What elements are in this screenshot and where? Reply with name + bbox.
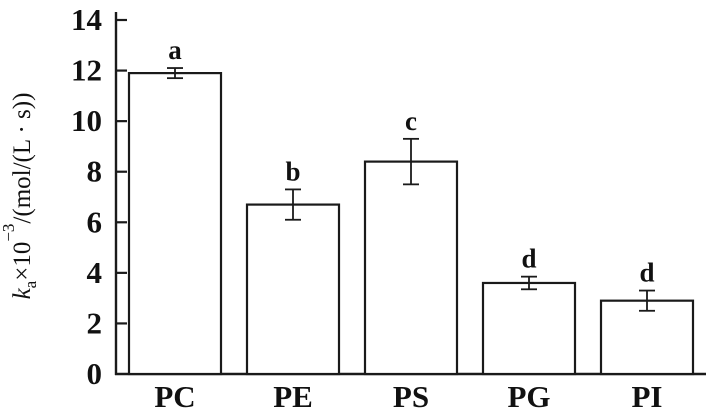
y-axis-tick-label: 4 <box>87 255 103 290</box>
y-axis-tick-label: 10 <box>71 103 102 138</box>
x-axis-category-label: PE <box>273 379 313 414</box>
bar-pg <box>481 281 577 376</box>
y-axis-tick-label: 6 <box>87 204 103 239</box>
x-axis-category-label: PC <box>154 379 195 414</box>
bar-ps <box>363 160 459 376</box>
bar-pc <box>127 71 223 376</box>
y-axis-tick-label: 12 <box>71 53 102 88</box>
bar-pe <box>245 203 341 376</box>
y-axis-tick-label: 14 <box>71 2 102 37</box>
y-axis-tick-label: 2 <box>87 305 103 340</box>
x-axis-category-label: PG <box>507 379 550 414</box>
x-axis-category-label: PS <box>393 379 429 414</box>
significance-letter: d <box>521 244 536 274</box>
y-axis-title: ka​×10−3​/(mol/(L · s)) <box>0 93 40 300</box>
significance-letter: c <box>405 106 417 136</box>
significance-letter: d <box>639 258 654 288</box>
y-axis-tick-label: 0 <box>87 356 103 391</box>
significance-letter: a <box>168 35 182 65</box>
y-axis-tick-label: 8 <box>87 154 103 189</box>
significance-letter: b <box>285 156 300 186</box>
x-axis-category-label: PI <box>632 379 663 414</box>
